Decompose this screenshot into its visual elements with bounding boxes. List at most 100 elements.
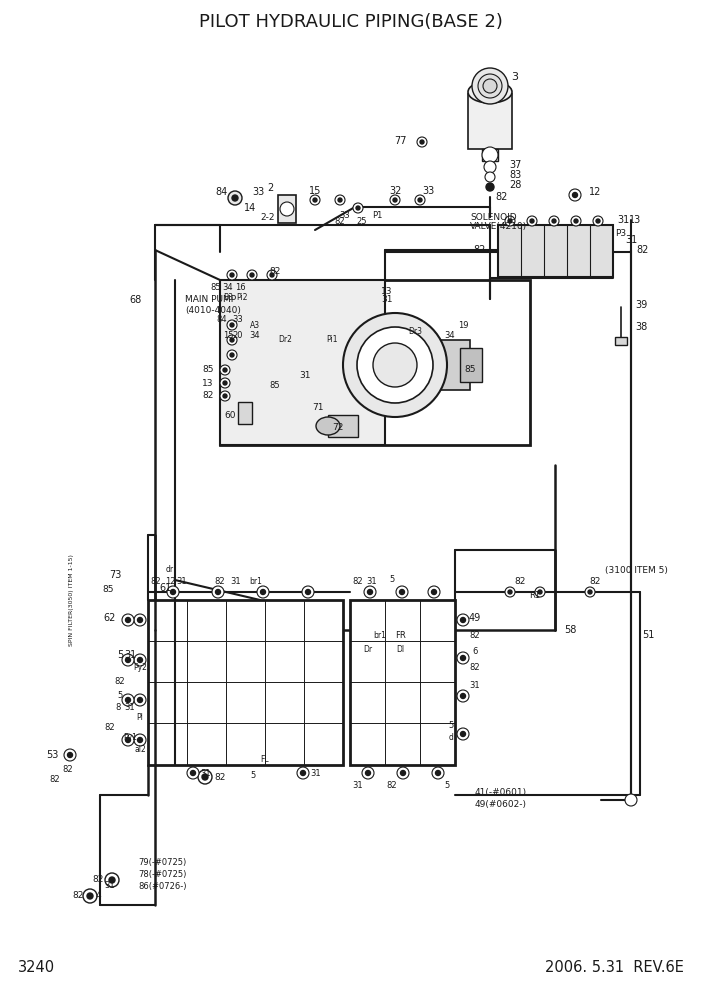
Text: Pi2: Pi2 — [237, 294, 248, 303]
Circle shape — [297, 767, 309, 779]
Circle shape — [223, 394, 227, 398]
Circle shape — [457, 614, 469, 626]
Text: 60: 60 — [224, 412, 236, 421]
Bar — [440, 340, 470, 390]
Text: 3: 3 — [512, 72, 519, 82]
Circle shape — [461, 617, 465, 623]
Circle shape — [122, 734, 134, 746]
Circle shape — [457, 652, 469, 664]
Circle shape — [585, 587, 595, 597]
Circle shape — [228, 191, 242, 205]
Circle shape — [138, 617, 143, 623]
Text: 31: 31 — [625, 235, 637, 245]
Circle shape — [305, 589, 310, 594]
Circle shape — [538, 590, 542, 594]
Circle shape — [138, 658, 143, 663]
Circle shape — [373, 343, 417, 387]
Text: FL: FL — [260, 756, 270, 765]
Text: 82: 82 — [335, 217, 345, 226]
Text: 82: 82 — [637, 245, 649, 255]
Text: 82: 82 — [496, 192, 508, 202]
Text: Dl: Dl — [396, 646, 404, 655]
Text: al2: al2 — [134, 746, 146, 755]
Circle shape — [571, 216, 581, 226]
Circle shape — [223, 368, 227, 372]
Circle shape — [401, 771, 406, 776]
Text: 82: 82 — [470, 664, 480, 673]
Text: 31: 31 — [366, 577, 377, 586]
Bar — [148, 600, 343, 765]
Circle shape — [486, 183, 494, 191]
Bar — [220, 280, 530, 445]
Circle shape — [223, 381, 227, 385]
Circle shape — [126, 697, 131, 702]
Text: 62: 62 — [104, 613, 117, 623]
Text: R1: R1 — [529, 590, 541, 599]
Circle shape — [313, 198, 317, 202]
Circle shape — [428, 586, 440, 598]
Circle shape — [527, 216, 537, 226]
Circle shape — [418, 198, 422, 202]
Text: Dr2: Dr2 — [278, 335, 292, 344]
Circle shape — [549, 216, 559, 226]
Text: 82: 82 — [114, 678, 126, 686]
Text: 31: 31 — [311, 769, 322, 778]
Text: dr: dr — [166, 565, 174, 574]
Text: 82: 82 — [352, 577, 364, 586]
Text: 31: 31 — [470, 681, 480, 689]
Circle shape — [364, 586, 376, 598]
Text: SPIN FILTER(3050) ITEM 1-15): SPIN FILTER(3050) ITEM 1-15) — [69, 555, 74, 646]
Bar — [278, 195, 296, 223]
Circle shape — [190, 771, 195, 776]
Text: 31: 31 — [105, 881, 115, 890]
Circle shape — [260, 589, 265, 594]
Text: 83: 83 — [509, 170, 521, 180]
Text: 2: 2 — [267, 183, 273, 193]
Circle shape — [167, 586, 179, 598]
Text: 12: 12 — [589, 187, 601, 197]
Circle shape — [573, 192, 578, 197]
Text: br1: br1 — [373, 631, 386, 640]
Text: 82: 82 — [151, 577, 161, 586]
Text: 79(-#0725): 79(-#0725) — [138, 857, 186, 866]
Text: P3: P3 — [616, 228, 627, 237]
Text: 31: 31 — [201, 769, 211, 778]
Circle shape — [483, 79, 497, 93]
Text: 73: 73 — [109, 570, 121, 580]
Circle shape — [227, 270, 237, 280]
Circle shape — [530, 219, 534, 223]
Circle shape — [596, 219, 600, 223]
Text: 82: 82 — [50, 776, 60, 785]
Circle shape — [366, 771, 371, 776]
Circle shape — [335, 195, 345, 205]
Text: 5: 5 — [449, 720, 453, 729]
Circle shape — [230, 338, 234, 342]
Text: 20: 20 — [233, 330, 244, 339]
Text: 82: 82 — [387, 781, 397, 790]
Text: Pl: Pl — [137, 713, 143, 722]
Circle shape — [432, 767, 444, 779]
Text: 61: 61 — [160, 583, 172, 593]
Text: 82: 82 — [62, 766, 73, 775]
Circle shape — [505, 587, 515, 597]
Circle shape — [362, 767, 374, 779]
Circle shape — [230, 353, 234, 357]
Text: 85: 85 — [202, 365, 213, 375]
Circle shape — [569, 189, 581, 201]
Bar — [615, 337, 627, 345]
Text: SOLENOID: SOLENOID — [470, 212, 517, 221]
Bar — [498, 225, 613, 277]
Circle shape — [593, 216, 603, 226]
Text: 34: 34 — [223, 284, 233, 293]
Text: (3100 ITEM 5): (3100 ITEM 5) — [605, 565, 668, 574]
Text: 49(#0602-): 49(#0602-) — [475, 801, 527, 809]
Circle shape — [338, 198, 342, 202]
Text: 33: 33 — [340, 210, 350, 219]
Text: 8: 8 — [115, 703, 121, 712]
Circle shape — [485, 172, 495, 182]
Text: 37: 37 — [509, 160, 521, 170]
Circle shape — [227, 350, 237, 360]
Circle shape — [280, 202, 294, 216]
Circle shape — [257, 586, 269, 598]
Text: 31: 31 — [617, 215, 629, 225]
